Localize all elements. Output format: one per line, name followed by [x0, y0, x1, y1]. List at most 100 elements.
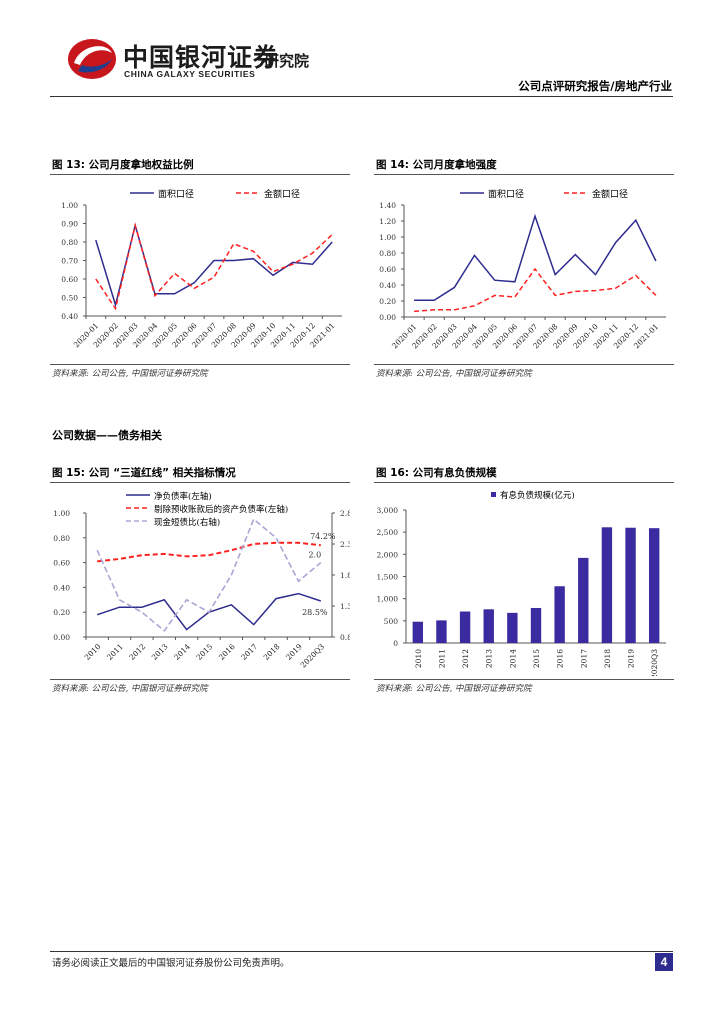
y-tick-label: 2,000 — [377, 550, 399, 559]
x-tick-label: 2014 — [172, 642, 192, 662]
fig15-bottom-rule — [50, 679, 350, 680]
annotation-debt-ratio: 74.2% — [310, 532, 336, 541]
fig13-legend-area: 面积口径 — [158, 188, 194, 200]
x-tick-label: 2017 — [239, 642, 259, 662]
x-tick-label: 2011 — [105, 642, 125, 662]
fig16-title: 图 16: 公司有息负债规模 — [376, 467, 497, 479]
x-tick-label: 2012 — [127, 642, 147, 662]
bar — [578, 557, 589, 643]
fig16-bottom-rule — [374, 679, 674, 680]
annotation-net-ratio: 28.5% — [302, 608, 328, 617]
y-tick-label-right: 1.3 — [340, 602, 350, 611]
annotation-cash-ratio: 2.0 — [308, 551, 321, 560]
y-tick-label-right: 2.3 — [340, 540, 350, 549]
logo-cn: 中国银河证券 — [123, 43, 280, 72]
fig16-legend-swatch — [491, 492, 496, 497]
y-tick-label-left: 0.40 — [53, 583, 70, 592]
bar — [648, 528, 660, 643]
series-line-0 — [95, 222, 333, 308]
x-tick-label: 2015 — [532, 649, 541, 668]
fig13-source: 资料来源: 公司公告, 中国银河证券研究院 — [52, 369, 208, 379]
bar — [625, 527, 636, 643]
logo-dept: 研究院 — [264, 52, 310, 70]
x-tick-label: 2014 — [508, 649, 517, 668]
x-tick-label: 2020Q3 — [299, 642, 327, 670]
x-tick-label: 2016 — [217, 642, 237, 662]
fig15-rule — [50, 482, 350, 483]
x-tick-label: 2017 — [579, 649, 588, 668]
y-tick-label: 0.50 — [61, 294, 78, 303]
series-line-1 — [414, 267, 657, 313]
y-tick-label-right: 2.8 — [340, 509, 350, 518]
series-line-1 — [95, 222, 333, 311]
page-number: 4 — [655, 953, 673, 971]
series-line-2 — [96, 517, 322, 632]
y-tick-label: 0.40 — [61, 312, 78, 321]
bar — [483, 609, 494, 643]
section-title: 公司数据——债务相关 — [52, 429, 162, 442]
fig14-bottom-rule — [374, 364, 674, 365]
bar — [601, 527, 613, 643]
fig15-legend-debt: 剔除预收账款后的资产负债率(左轴) — [154, 504, 288, 515]
fig13-bottom-rule — [50, 364, 350, 365]
bar — [459, 611, 471, 643]
fig15-title: 图 15: 公司 “三道红线” 相关指标情况 — [52, 467, 236, 479]
y-tick-label-left: 0.00 — [53, 633, 70, 642]
x-tick-label: 2010 — [414, 649, 423, 668]
y-tick-label: 1,500 — [377, 573, 399, 582]
y-tick-label: 1.20 — [379, 217, 396, 226]
series-line-0 — [414, 213, 657, 301]
y-tick-label: 0.40 — [379, 281, 396, 290]
y-tick-label-left: 1.00 — [53, 509, 70, 518]
fig16-rule — [374, 482, 674, 483]
fig14-legend-value: 金额口径 — [592, 188, 628, 200]
fig15-legend-cash: 现金短债比(右轴) — [154, 517, 220, 528]
y-tick-label: 3,000 — [377, 506, 399, 515]
y-tick-label-left: 0.20 — [53, 608, 70, 617]
x-tick-label: 2013 — [150, 642, 170, 662]
bar — [436, 620, 447, 643]
x-tick-label: 2011 — [437, 649, 446, 668]
x-tick-label: 2015 — [195, 642, 215, 662]
footer-disclaimer: 请务必阅读正文最后的中国银河证券股份公司免责声明。 — [52, 958, 290, 969]
fig13-rule — [50, 174, 350, 175]
y-tick-label-right: 0.8 — [340, 633, 350, 642]
fig14-rule — [374, 174, 674, 175]
y-tick-label: 0.20 — [379, 297, 396, 306]
galaxy-logo-icon — [68, 39, 116, 79]
x-tick-label: 2020Q3 — [650, 649, 659, 676]
bar — [554, 586, 565, 643]
y-tick-label: 0 — [393, 639, 398, 648]
y-tick-label: 500 — [384, 617, 399, 626]
fig14-title: 图 14: 公司月度拿地强度 — [376, 159, 497, 171]
x-tick-label: 2019 — [284, 642, 304, 662]
fig16-chart: 有息负债规模(亿元) 0 500 1,000 1,500 2,000 2,500 3,000… — [377, 490, 666, 676]
y-tick-label: 1.00 — [61, 201, 78, 210]
y-tick-label: 0.90 — [61, 220, 78, 229]
y-tick-label: 1.00 — [379, 233, 396, 242]
x-tick-label: 2012 — [461, 649, 470, 668]
y-tick-label: 0.80 — [379, 249, 396, 258]
fig16-source: 资料来源: 公司公告, 中国银河证券研究院 — [376, 684, 532, 694]
y-tick-label: 0.60 — [61, 275, 78, 284]
bar — [412, 621, 424, 643]
fig15-legend-net: 净负债率(左轴) — [154, 491, 212, 502]
y-tick-label: 0.00 — [379, 313, 396, 322]
fig16-legend: 有息负债规模(亿元) — [500, 490, 575, 501]
fig13-chart: 面积口径 金额口径 0.400.500.600.700.800.901.0020… — [61, 188, 342, 349]
fig15-chart: 净负债率(左轴) 剔除预收账款后的资产负债率(左轴) 现金短债比(右轴) 0.0… — [53, 491, 350, 670]
fig14-chart: 面积口径 金额口径 0.00 0.20 0.40 0.60 0.80 1.00 1.20 1.… — [379, 188, 666, 350]
y-tick-label: 1,000 — [377, 595, 399, 604]
fig13-legend-value: 金额口径 — [264, 188, 300, 200]
fig14-source: 资料来源: 公司公告, 中国银河证券研究院 — [376, 369, 532, 379]
x-tick-label: 2016 — [556, 649, 565, 668]
y-tick-label-right: 1.8 — [340, 571, 350, 580]
y-tick-label: 0.60 — [379, 265, 396, 274]
report-type: 公司点评研究报告/房地产行业 — [518, 79, 672, 93]
fig15-source: 资料来源: 公司公告, 中国银河证券研究院 — [52, 684, 208, 694]
bar — [507, 612, 518, 643]
footer-rule — [50, 951, 673, 952]
logo-en: CHINA GALAXY SECURITIES — [124, 69, 256, 79]
header-rule — [50, 96, 673, 97]
y-tick-label-left: 0.60 — [53, 559, 70, 568]
